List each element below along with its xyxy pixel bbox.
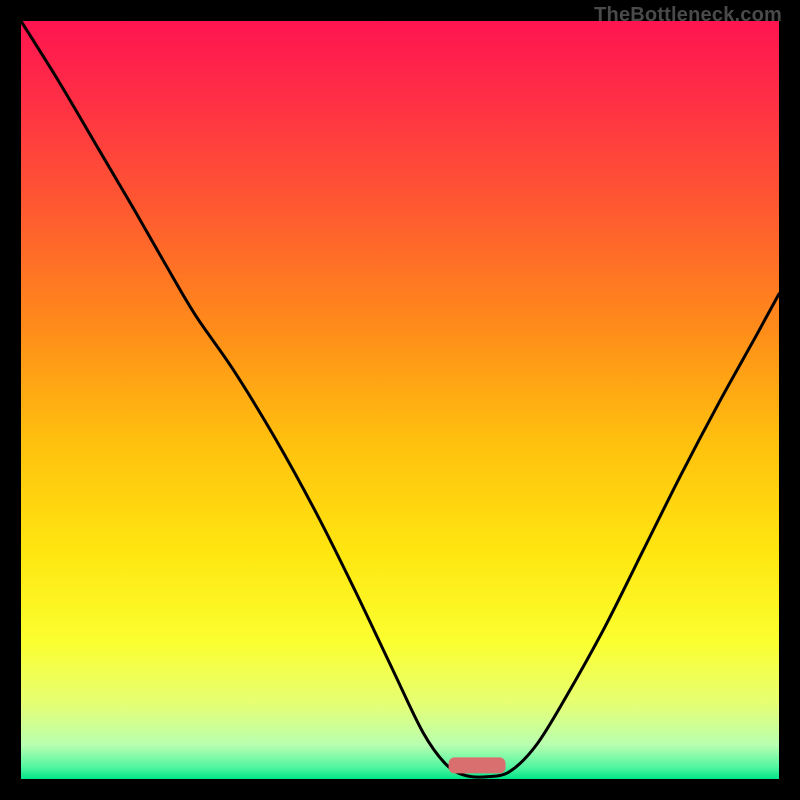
plot-area — [21, 21, 779, 779]
minimum-marker — [449, 758, 506, 773]
watermark-label: TheBottleneck.com — [594, 4, 782, 27]
bottleneck-curve — [21, 21, 779, 779]
chart-frame: TheBottleneck.com — [0, 0, 800, 800]
